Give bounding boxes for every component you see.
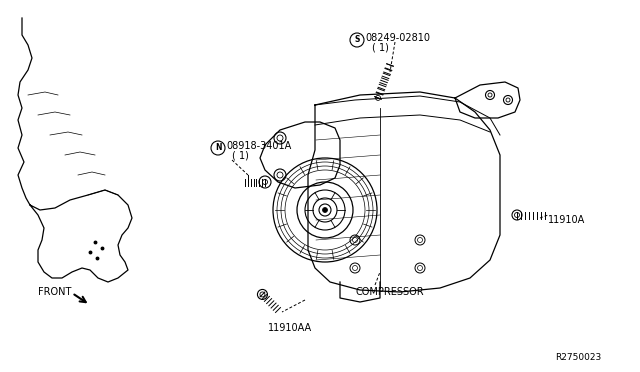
Text: ( 1): ( 1) (372, 43, 389, 53)
Text: 08249-02810: 08249-02810 (365, 33, 430, 43)
Text: N: N (215, 144, 221, 153)
Text: 08918-3401A: 08918-3401A (226, 141, 291, 151)
Text: 11910A: 11910A (548, 215, 585, 225)
Text: FRONT: FRONT (38, 287, 72, 297)
Text: R2750023: R2750023 (555, 353, 601, 362)
Text: 11910AA: 11910AA (268, 323, 312, 333)
Text: ( 1): ( 1) (232, 151, 249, 161)
Text: S: S (355, 35, 360, 45)
Text: COMPRESSOR: COMPRESSOR (355, 287, 424, 297)
Circle shape (323, 208, 328, 212)
